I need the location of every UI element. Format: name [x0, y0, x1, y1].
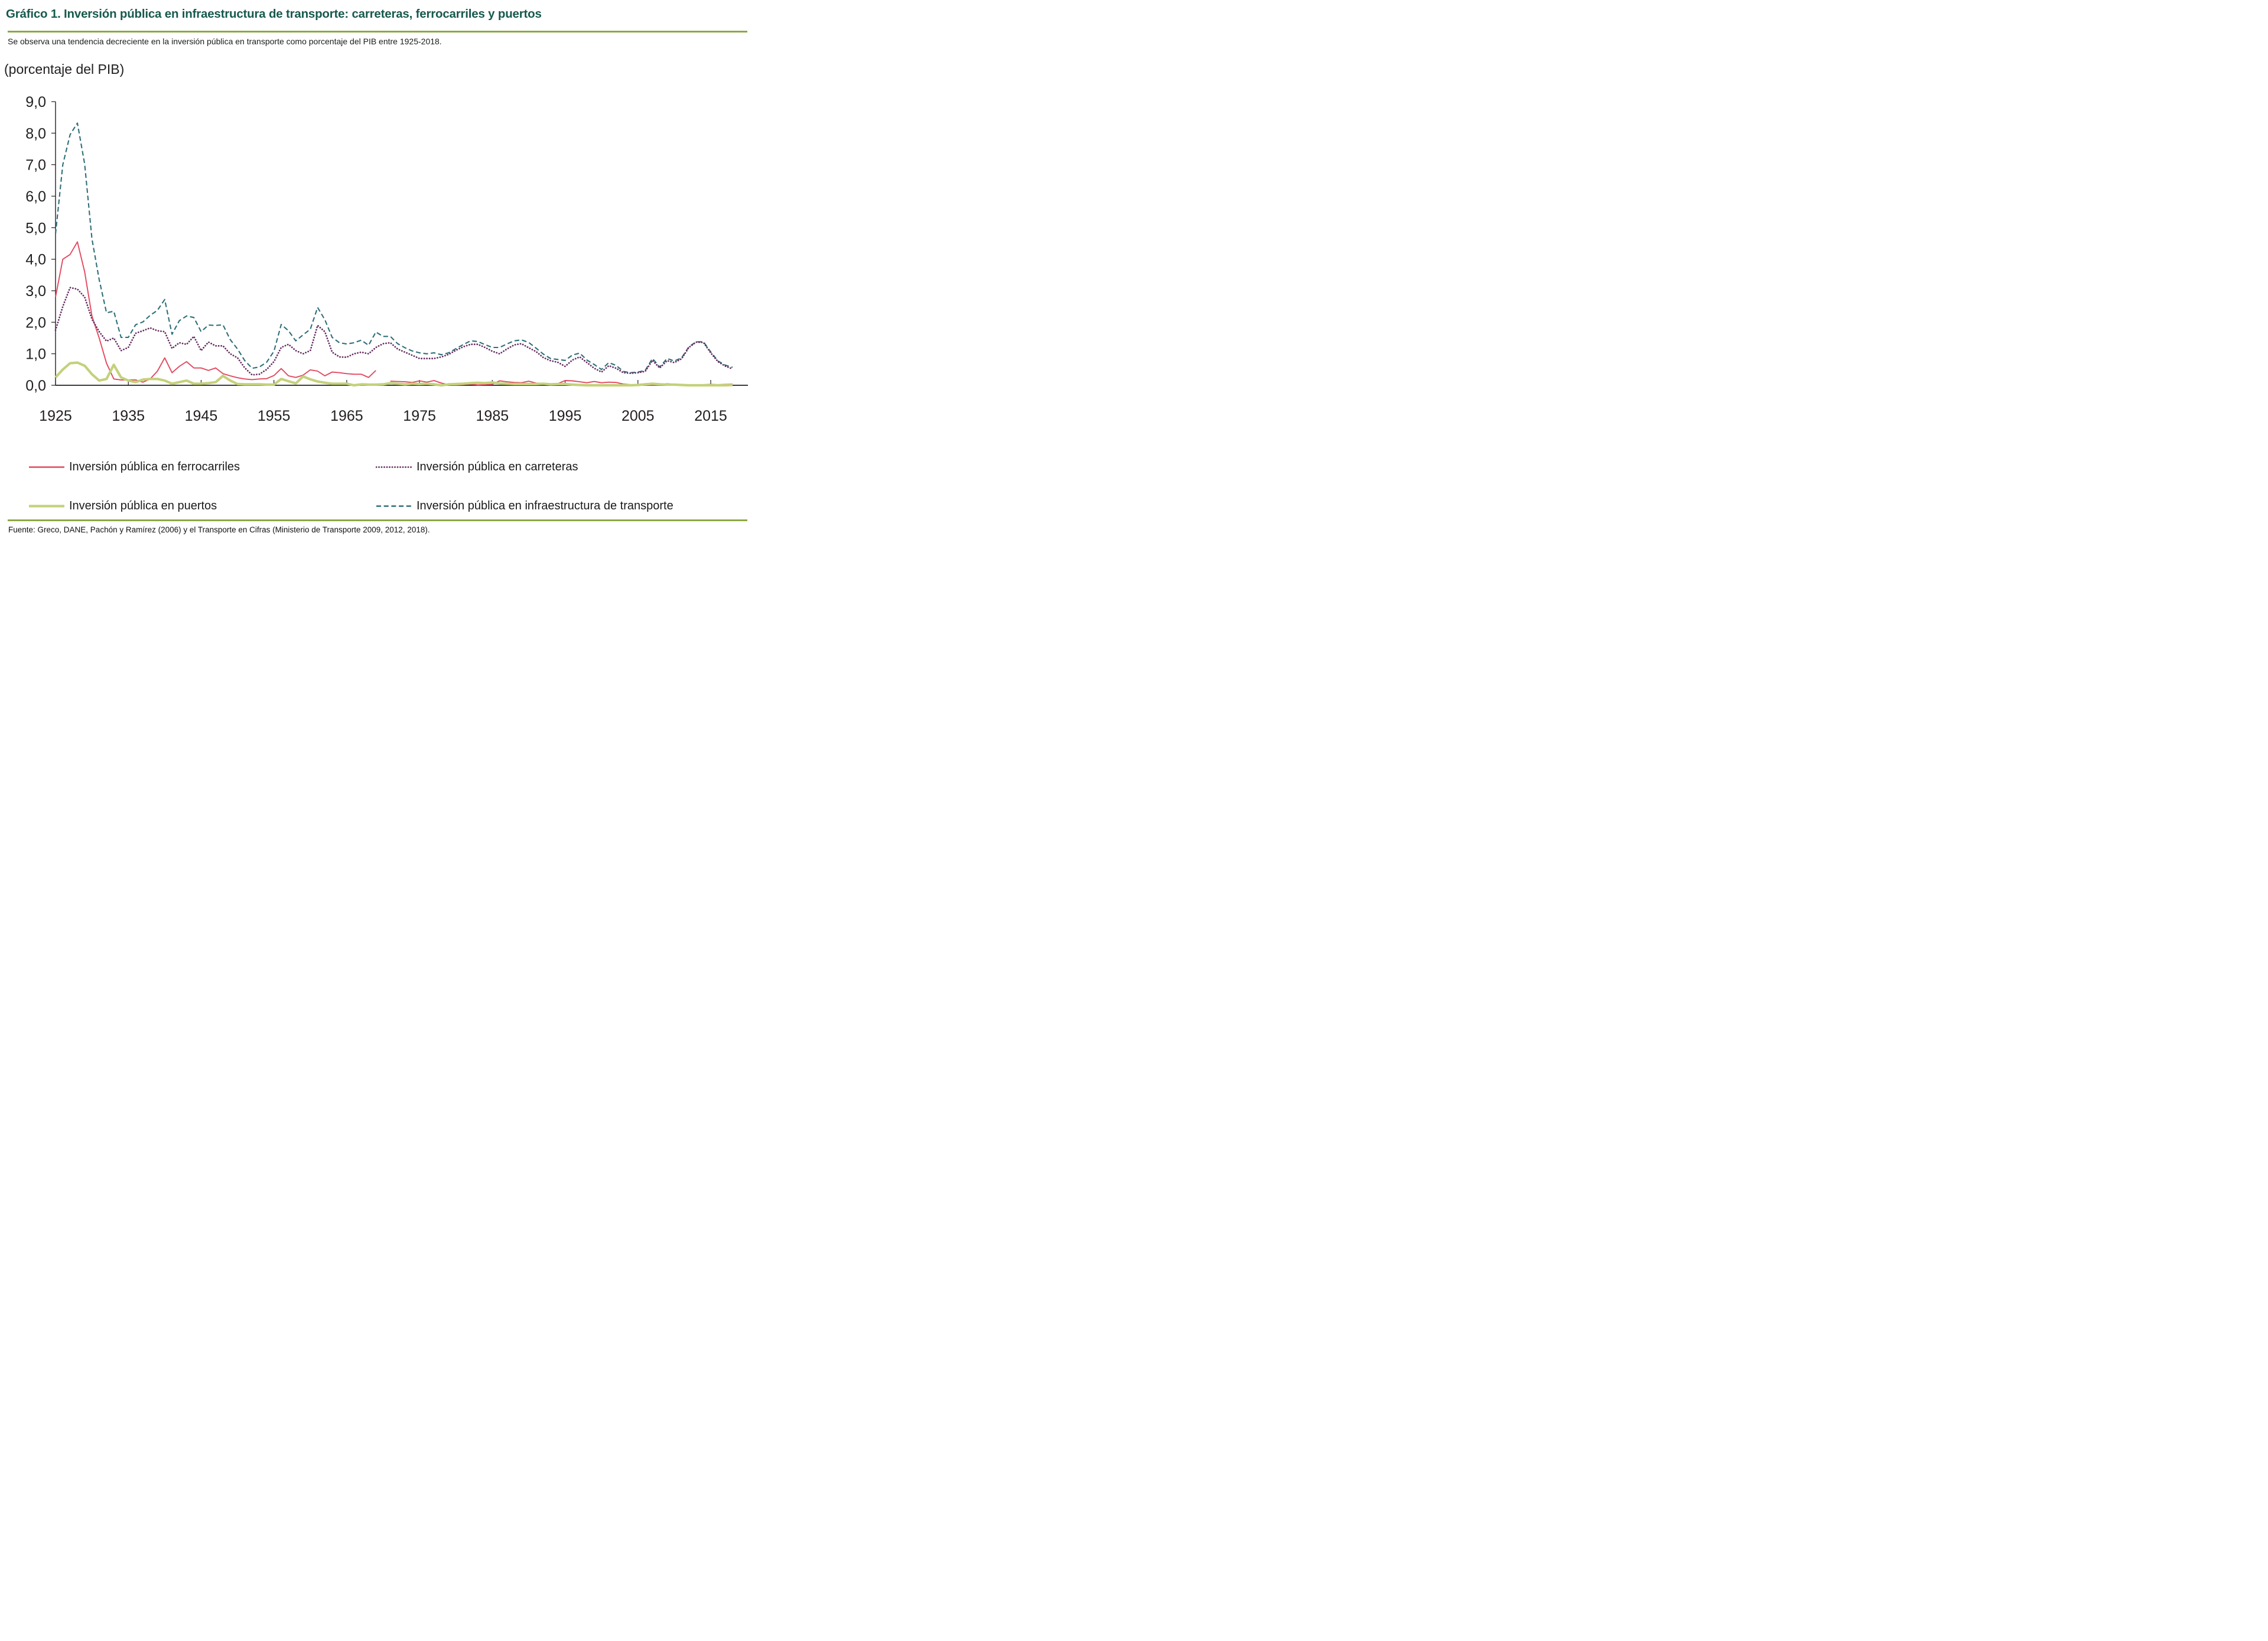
legend-item-ferrocarriles: Inversión pública en ferrocarriles: [28, 459, 240, 475]
footer-rule: [8, 519, 747, 521]
x-tick-label: 1995: [549, 408, 582, 424]
chart-svg: 0,0 1,0 2,0 3,0 4,0 5,0 6,0 7,0 8,0 9,0 1925 1935 19…: [25, 94, 748, 424]
x-tick-label: 1925: [39, 408, 72, 424]
transport-total-line-swatch-icon: [376, 505, 412, 507]
legend-item-carreteras: Inversión pública en carreteras: [376, 459, 578, 475]
subtitle: Se observa una tendencia decreciente en …: [8, 37, 442, 46]
y-tick-label: 0,0: [25, 378, 46, 394]
y-tick-label: 2,0: [25, 314, 46, 331]
x-tick-label: 1985: [476, 408, 509, 424]
y-axis-unit-label: (porcentaje del PIB): [4, 61, 125, 77]
legend-item-puertos: Inversión pública en puertos: [28, 498, 217, 514]
source-text: Fuente: Greco, DANE, Pachón y Ramírez (2…: [8, 525, 430, 534]
x-tick-label: 1935: [112, 408, 145, 424]
ports-line-swatch-icon: [29, 504, 64, 508]
y-tick-label: 8,0: [25, 125, 46, 142]
series-line-carreteras: [54, 287, 734, 376]
x-tick-label: 1955: [258, 408, 291, 424]
y-tick-label: 7,0: [25, 157, 46, 174]
railways-line-swatch-icon: [29, 466, 64, 468]
y-tick-label: 6,0: [25, 189, 46, 205]
x-tick-label: 1975: [403, 408, 436, 424]
series-line-ferrocarriles: [55, 241, 733, 386]
x-tick-label: 2015: [694, 408, 727, 424]
y-tick-label: 4,0: [25, 252, 46, 268]
x-tick-label: 1965: [330, 408, 363, 424]
y-tick-label: 3,0: [25, 283, 46, 300]
legend-label-puertos: Inversión pública en puertos: [69, 499, 217, 512]
series-line-transporte: [54, 122, 733, 373]
legend-item-transporte: Inversión pública en infraestructura de …: [376, 498, 673, 514]
page-title: Gráfico 1. Inversión pública en infraest…: [6, 7, 542, 21]
x-tick-label: 1945: [185, 408, 218, 424]
y-tick-label: 5,0: [25, 220, 46, 236]
title-rule: [8, 31, 747, 33]
page: { "header": { "title": "Gráfico 1. Inver…: [0, 0, 756, 547]
y-tick-label: 9,0: [25, 94, 46, 111]
x-tick-label: 2005: [621, 408, 655, 424]
roads-line-swatch-icon: [376, 466, 412, 468]
legend-label-ferrocarriles: Inversión pública en ferrocarriles: [69, 460, 240, 473]
y-tick-label: 1,0: [25, 346, 46, 363]
series-line-puertos: [54, 361, 733, 387]
legend-label-transporte: Inversión pública en infraestructura de …: [416, 499, 673, 512]
legend-label-carreteras: Inversión pública en carreteras: [416, 460, 578, 473]
